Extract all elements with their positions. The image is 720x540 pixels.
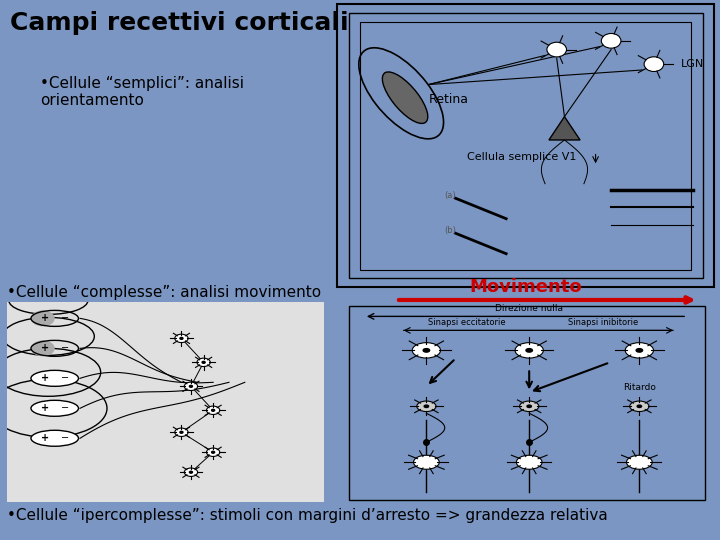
Text: Direzione nulla: Direzione nulla [495,305,563,313]
Circle shape [636,349,642,352]
Circle shape [423,349,430,352]
Text: Ritardo: Ritardo [623,383,656,393]
Circle shape [202,361,205,363]
Text: −: − [61,313,69,323]
Circle shape [212,451,215,453]
Circle shape [630,401,649,411]
Circle shape [189,386,192,387]
Ellipse shape [31,430,78,446]
Circle shape [644,57,664,71]
Polygon shape [549,117,580,140]
Circle shape [515,343,544,358]
Text: Retina: Retina [428,93,469,106]
Text: −: − [61,433,69,443]
Circle shape [175,428,188,436]
Ellipse shape [31,370,78,386]
Text: +: + [41,403,49,413]
Circle shape [184,468,197,476]
Circle shape [547,42,567,57]
Circle shape [637,405,642,408]
Text: −: − [61,373,69,383]
Circle shape [413,455,439,469]
Text: •Cellule “ipercomplesse”: stimoli con margini d’arresto => grandezza relativa: •Cellule “ipercomplesse”: stimoli con ma… [7,508,608,523]
Circle shape [625,343,654,358]
Ellipse shape [31,400,78,416]
Text: +: + [41,313,49,323]
Text: •Cellule “semplici”: analisi
orientamento: •Cellule “semplici”: analisi orientament… [40,76,244,108]
Circle shape [207,448,220,456]
Circle shape [626,455,652,469]
Circle shape [175,334,188,342]
Text: +: + [41,433,49,443]
Text: −: − [61,403,69,413]
Circle shape [207,406,220,415]
Text: (a): (a) [444,191,456,200]
Circle shape [516,455,542,469]
Circle shape [184,382,197,390]
Text: Sinapsi eccitatorie: Sinapsi eccitatorie [428,319,505,327]
Text: •Cellule “complesse”: analisi movimento: •Cellule “complesse”: analisi movimento [7,285,321,300]
Circle shape [526,349,532,352]
Text: −: − [61,343,69,353]
Circle shape [180,338,183,339]
Text: LGN: LGN [681,59,704,69]
Ellipse shape [31,310,55,326]
Circle shape [197,358,210,367]
Ellipse shape [31,340,55,356]
Text: +: + [41,343,49,353]
Text: Cellula semplice V1: Cellula semplice V1 [467,152,577,163]
Circle shape [180,431,183,433]
Text: Campi recettivi corticali: Campi recettivi corticali [10,11,348,35]
Circle shape [424,405,428,408]
Text: Sinapsi inibitorie: Sinapsi inibitorie [567,319,638,327]
Circle shape [527,405,531,408]
Text: +: + [41,373,49,383]
Circle shape [520,401,539,411]
Circle shape [212,409,215,411]
Circle shape [601,33,621,48]
Ellipse shape [382,72,428,124]
Circle shape [189,471,192,473]
Circle shape [413,343,441,358]
Text: Movimento: Movimento [469,279,582,296]
Text: (b): (b) [444,226,456,235]
Bar [361,22,691,270]
Circle shape [417,401,436,411]
